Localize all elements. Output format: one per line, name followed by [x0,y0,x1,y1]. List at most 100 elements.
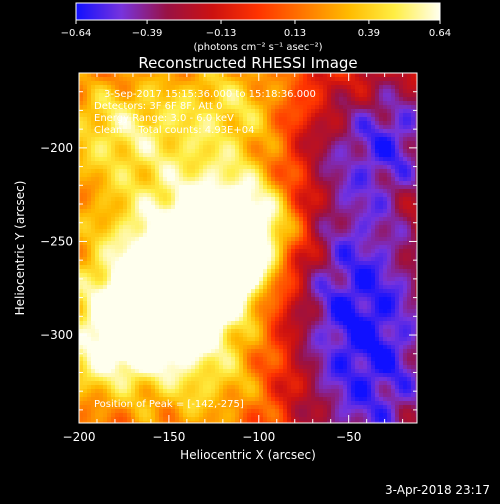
heatmap-cell [79,301,84,306]
heatmap-cell [271,117,276,122]
heatmap-cell [251,245,256,250]
heatmap-cell [299,129,304,134]
heatmap-cell [235,289,240,294]
heatmap-cell [115,209,120,214]
heatmap-cell [115,77,120,82]
heatmap-cell [183,393,188,398]
heatmap-cell [259,237,264,242]
heatmap-cell [231,261,236,266]
heatmap-cell [147,377,152,382]
heatmap-cell [127,377,132,382]
heatmap-cell [91,221,96,226]
heatmap-cell [155,245,160,250]
heatmap-cell [211,309,216,314]
heatmap-cell [259,353,264,358]
heatmap-cell [183,317,188,322]
heatmap-cell [147,305,152,310]
heatmap-cell [243,357,248,362]
heatmap-cell [195,201,200,206]
heatmap-cell [87,81,92,86]
heatmap-cell [255,389,260,394]
heatmap-cell [255,313,260,318]
heatmap-cell [119,173,124,178]
heatmap-cell [299,189,304,194]
heatmap-cell [195,413,200,418]
heatmap-cell [287,377,292,382]
heatmap-cell [167,141,172,146]
heatmap-cell [223,221,228,226]
heatmap-cell [227,153,232,158]
heatmap-cell [267,365,272,370]
heatmap-cell [143,269,148,274]
heatmap-cell [143,273,148,278]
heatmap-cell [299,257,304,262]
heatmap-cell [155,241,160,246]
heatmap-cell [87,89,92,94]
heatmap-cell [235,305,240,310]
heatmap-cell [235,393,240,398]
heatmap-cell [99,205,104,210]
heatmap-cell [123,361,128,366]
heatmap-cell [91,209,96,214]
heatmap-cell [215,137,220,142]
heatmap-cell [115,413,120,418]
heatmap-cell [175,185,180,190]
heatmap-cell [83,401,88,406]
heatmap-cell [239,341,244,346]
heatmap-cell [283,141,288,146]
heatmap-cell [263,117,268,122]
heatmap-cell [83,201,88,206]
heatmap-cell [299,381,304,386]
heatmap-cell [207,297,212,302]
heatmap-cell [135,173,140,178]
heatmap-cell [263,349,268,354]
heatmap-cell [279,297,284,302]
heatmap-cell [287,389,292,394]
heatmap-cell [299,197,304,202]
heatmap-cell [211,313,216,318]
heatmap-cell [239,157,244,162]
heatmap-cell [87,329,92,334]
heatmap-cell [91,297,96,302]
heatmap-cell [211,325,216,330]
heatmap-cell [183,77,188,82]
heatmap-cell [147,357,152,362]
heatmap-cell [227,369,232,374]
heatmap-cell [223,165,228,170]
heatmap-cell [111,145,116,150]
heatmap-cell [299,253,304,258]
heatmap-cell [295,381,300,386]
heatmap-cell [123,369,128,374]
heatmap-cell [271,321,276,326]
heatmap-cell [155,77,160,82]
heatmap-cell [123,185,128,190]
heatmap-cell [187,261,192,266]
heatmap-cell [259,401,264,406]
heatmap-cell [95,285,100,290]
heatmap-cell [87,117,92,122]
heatmap-cell [251,269,256,274]
heatmap-cell [167,305,172,310]
heatmap-cell [215,357,220,362]
heatmap-cell [95,361,100,366]
heatmap-cell [199,381,204,386]
heatmap-cell [287,297,292,302]
heatmap-cell [127,357,132,362]
heatmap-cell [115,149,120,154]
heatmap-cell [243,153,248,158]
heatmap-cell [267,341,272,346]
heatmap-cell [303,185,308,190]
heatmap-cell [251,193,256,198]
heatmap-cell [275,213,280,218]
heatmap-cell [163,289,168,294]
heatmap-cell [275,137,280,142]
heatmap-cell [223,253,228,258]
heatmap-cell [103,357,108,362]
heatmap-cell [243,161,248,166]
heatmap-cell [103,161,108,166]
heatmap-cell [207,273,212,278]
heatmap-cell [251,81,256,86]
heatmap-cell [295,109,300,114]
heatmap-cell [131,361,136,366]
heatmap-cell [151,393,156,398]
